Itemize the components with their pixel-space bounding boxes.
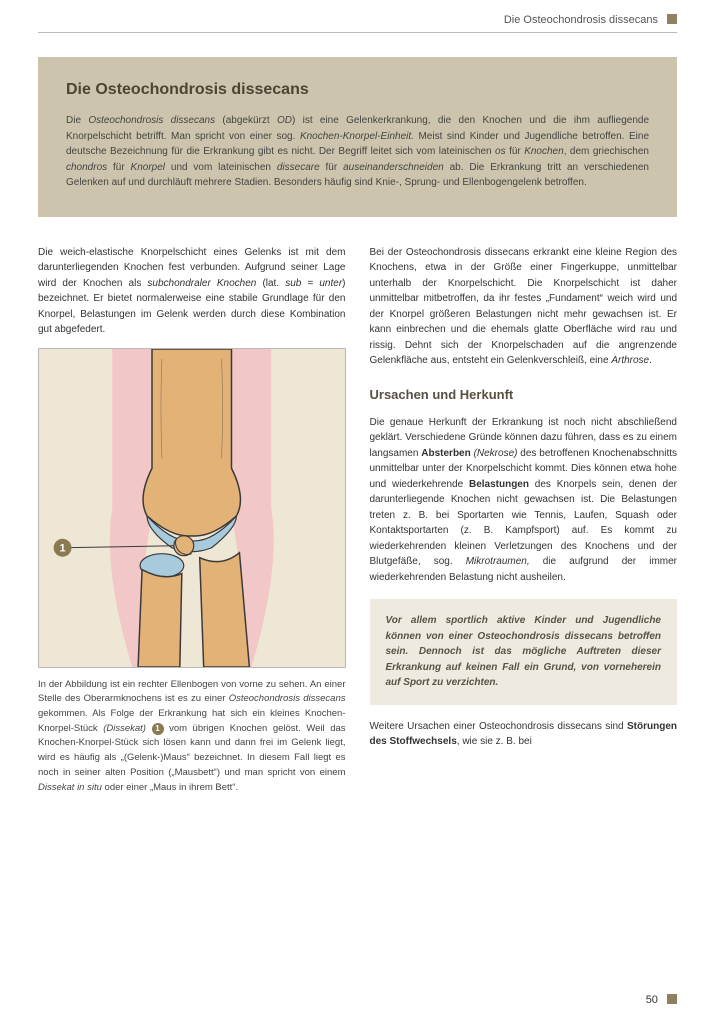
elbow-figure: 1 (38, 348, 346, 668)
text-span: Dissekat in situ (38, 782, 102, 793)
page-number-marker-icon (667, 994, 677, 1004)
text-span: (Dissekat) (103, 723, 146, 734)
intro-box: Die Osteochondrosis dissecans Die Osteoc… (38, 57, 677, 217)
callout-box: Vor allem sportlich aktive Kinder und Ju… (370, 599, 678, 705)
elbow-svg: 1 (39, 349, 345, 667)
figure-caption: In der Abbildung ist ein rechter Ellenbo… (38, 678, 346, 796)
right-p2: Die genaue Herkunft der Erkrankung ist n… (370, 415, 678, 586)
text-span: sub = unter (285, 278, 342, 289)
left-column: Die weich-elastische Knorpelschicht eine… (38, 245, 346, 800)
text-span: Knochen (524, 146, 563, 157)
text-span: dissecare (277, 162, 320, 173)
text-span: Osteochondrosis dissecans (88, 115, 215, 126)
text-span: auseinanderschneiden (343, 162, 444, 173)
intro-body: Die Osteochondrosis dissecans (abgekürzt… (66, 113, 649, 191)
right-p1: Bei der Osteochondrosis dissecans erkran… (370, 245, 678, 369)
text-span: Knochen-Knorpel-Einheit. (300, 131, 414, 142)
page: Die Osteochondrosis dissecans Die Osteoc… (0, 0, 715, 1024)
text-span: Belastungen (469, 479, 529, 490)
text-span: Mikrotraumen, (466, 556, 530, 567)
text-span: chondros (66, 162, 107, 173)
text-span: subchondraler Knochen (147, 278, 256, 289)
svg-text:1: 1 (60, 542, 66, 554)
left-p1: Die weich-elastische Knorpelschicht eine… (38, 245, 346, 338)
page-number-text: 50 (646, 994, 658, 1006)
text-span: os (495, 146, 506, 157)
text-span: OD (277, 115, 292, 126)
text-span: Arthrose (611, 355, 649, 366)
text-span: Störungen des Stoffwechsels (370, 721, 678, 748)
header-marker-icon (667, 14, 677, 24)
inline-badge-icon: 1 (152, 723, 164, 735)
text-span: Knorpel (131, 162, 165, 173)
intro-title: Die Osteochondrosis dissecans (66, 81, 649, 99)
header-rule (38, 32, 677, 33)
text-span: (Nekrose) (474, 448, 518, 459)
text-span: Absterben (421, 448, 470, 459)
running-header: Die Osteochondrosis dissecans (0, 0, 715, 32)
right-p3: Weitere Ursachen einer Osteochondrosis d… (370, 719, 678, 750)
columns: Die weich-elastische Knorpelschicht eine… (0, 245, 715, 800)
page-number: 50 (646, 994, 677, 1006)
right-column: Bei der Osteochondrosis dissecans erkran… (370, 245, 678, 800)
text-span: Osteochondrosis dissecans (229, 693, 346, 704)
right-h2: Ursachen und Herkunft (370, 385, 678, 405)
running-header-text: Die Osteochondrosis dissecans (504, 14, 658, 26)
callout-text: Vor allem sportlich aktive Kinder und Ju… (386, 615, 662, 688)
